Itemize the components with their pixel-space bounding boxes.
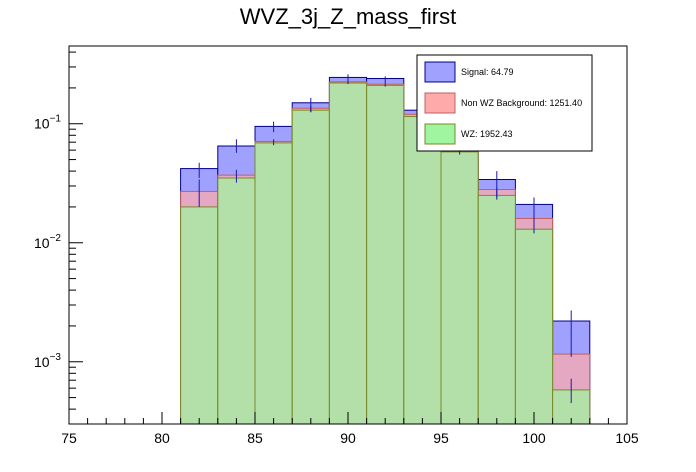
histogram-bar	[477, 194, 516, 425]
legend-label: Non WZ Background: 1251.40	[461, 98, 582, 108]
chart-title: WVZ_3j_Z_mass_first	[239, 4, 457, 29]
histogram-bar	[254, 142, 293, 425]
error-bars	[198, 74, 572, 404]
y-axis-ticks: 10−1 10−2 10−3	[34, 51, 83, 425]
histogram-bar	[180, 206, 219, 425]
x-tick-label: 90	[340, 430, 356, 446]
histogram-bar	[440, 151, 479, 425]
y-tick-label: 10−2	[34, 233, 61, 251]
histogram-bars	[180, 76, 591, 425]
histogram-bar	[217, 177, 256, 425]
x-tick-label: 95	[433, 430, 449, 446]
x-tick-label: 100	[522, 430, 546, 446]
histogram-bar	[403, 116, 442, 425]
histogram-bar	[366, 84, 405, 425]
legend-label: Signal: 64.79	[461, 67, 514, 77]
x-tick-label: 80	[154, 430, 170, 446]
legend-swatch	[424, 61, 456, 83]
histogram-bar	[328, 82, 368, 425]
histogram-bar	[514, 228, 554, 425]
legend-swatch	[424, 123, 456, 145]
y-tick-label: 10−3	[34, 352, 61, 370]
y-tick-label: 10−1	[34, 114, 61, 132]
x-tick-label: 75	[61, 430, 77, 446]
legend-swatch	[424, 92, 456, 114]
histogram-bar	[291, 109, 330, 425]
x-tick-label: 105	[615, 430, 639, 446]
legend: Signal: 64.79 Non WZ Background: 1251.40 W…	[416, 54, 593, 152]
x-axis-ticks: 75 80 85 90 95 100 105	[61, 412, 639, 446]
legend-label: WZ: 1952.43	[461, 129, 513, 139]
x-tick-label: 85	[247, 430, 263, 446]
